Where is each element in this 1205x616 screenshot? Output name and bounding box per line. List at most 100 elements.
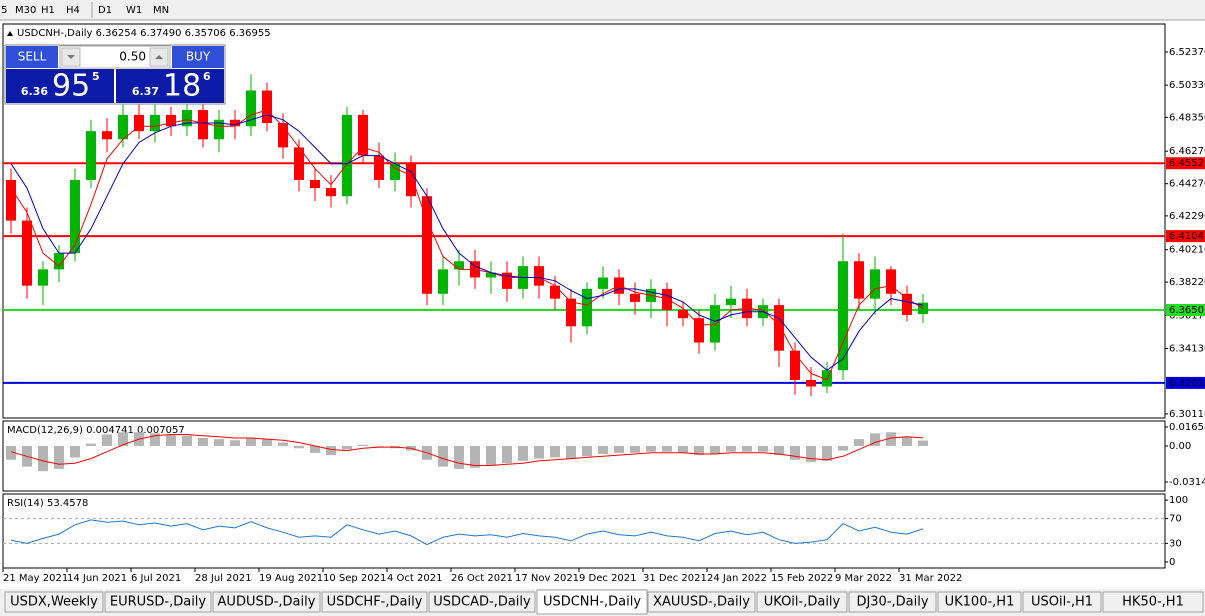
ask-box[interactable] — [116, 69, 224, 103]
volume-input[interactable] — [59, 45, 171, 69]
tab-label[interactable]: USOil-,H1 — [1031, 595, 1093, 610]
candle-body — [422, 196, 432, 294]
level-label: 6.36501 — [1169, 305, 1205, 316]
tab-label[interactable]: HK50-,H1 — [1122, 595, 1184, 610]
macd-bar — [454, 445, 464, 469]
x-tick-label: 6 Jul 2021 — [131, 573, 181, 584]
candle-body — [438, 269, 448, 294]
macd-bar — [678, 445, 688, 453]
macd-bar — [710, 445, 720, 454]
symbol-tab[interactable] — [937, 591, 1022, 613]
macd-bar — [534, 445, 544, 459]
bid-box[interactable] — [6, 69, 114, 103]
symbol-tab[interactable] — [104, 591, 212, 613]
candle-body — [694, 318, 704, 343]
timeframe-button[interactable]: W1 — [126, 5, 142, 16]
toolbar — [0, 0, 1205, 20]
y-tick-label: 70 — [1169, 514, 1182, 525]
symbol-tab[interactable] — [1102, 591, 1204, 613]
symbol-tab[interactable] — [647, 591, 756, 613]
tab-label[interactable]: XAUUSD-,Daily — [653, 595, 750, 610]
macd-bar — [870, 433, 880, 446]
sell-button[interactable] — [6, 46, 58, 68]
macd-bar — [310, 445, 320, 453]
down-arrow — [67, 55, 75, 59]
level-label: 6.41045 — [1169, 231, 1205, 242]
timeframe-button[interactable]: 5 — [1, 5, 7, 16]
macd-bar — [198, 437, 208, 446]
macd-bar — [886, 432, 896, 446]
candle-body — [678, 310, 688, 319]
y-tick-label: 100 — [1169, 495, 1188, 506]
tab-label[interactable]: USDCHF-,Daily — [327, 595, 423, 610]
symbol-tab[interactable] — [1022, 591, 1102, 613]
timeframe-button[interactable]: H1 — [41, 5, 55, 16]
symbol-tab[interactable] — [848, 591, 937, 613]
candle-body — [822, 370, 832, 387]
timeframe-button[interactable]: H4 — [66, 5, 80, 16]
macd-bar — [598, 445, 608, 454]
macd-bar — [294, 445, 304, 449]
moving-average — [10, 109, 924, 381]
macd-bar — [438, 445, 448, 467]
macd-bar — [470, 445, 480, 468]
y-tick-label: 6.48350 — [1169, 112, 1205, 123]
candle-body — [54, 253, 64, 270]
tab-label[interactable]: AUDUSD-,Daily — [218, 595, 316, 610]
buy-label[interactable]: BUY — [186, 50, 211, 64]
tab-label[interactable]: DJ30-,Daily — [856, 595, 928, 610]
timeframe-button[interactable]: MN — [153, 5, 169, 16]
symbol-tab[interactable] — [536, 589, 648, 615]
macd-bar — [182, 435, 192, 446]
sell-label[interactable]: SELL — [18, 50, 47, 64]
macd-bar — [838, 445, 848, 451]
y-tick-label: 6.30110 — [1169, 409, 1205, 420]
volume-value[interactable]: 0.50 — [119, 50, 146, 64]
y-tick-label: 6.52370 — [1169, 47, 1205, 58]
candle-body — [790, 350, 800, 380]
buy-button[interactable] — [172, 46, 224, 68]
y-tick-label: 6.42290 — [1169, 211, 1205, 222]
up-arrow — [155, 55, 163, 59]
x-tick-label: 14 Jun 2021 — [67, 573, 127, 584]
symbol-tab[interactable] — [756, 591, 848, 613]
candle-body — [150, 114, 160, 132]
candle-body — [550, 285, 560, 299]
timeframe-button[interactable]: M30 — [15, 5, 36, 16]
candle-body — [70, 179, 80, 254]
tab-label[interactable]: USDCNH-,Daily — [543, 595, 641, 610]
macd-bar — [646, 445, 656, 452]
macd-bar — [246, 437, 256, 446]
macd-bar — [278, 442, 288, 446]
candle-body — [454, 261, 464, 270]
tab-label[interactable]: EURUSD-,Daily — [110, 595, 207, 610]
y-tick-label: 6.34130 — [1169, 344, 1205, 355]
macd-bar — [694, 445, 704, 456]
candle-body — [342, 114, 352, 197]
candle-body — [726, 298, 736, 306]
collapse-triangle — [7, 31, 13, 36]
candle-body — [598, 277, 608, 289]
symbol-tab[interactable] — [212, 591, 321, 613]
macd-bar — [358, 444, 368, 446]
x-tick-label: 4 Oct 2021 — [387, 573, 442, 584]
macd-bar — [806, 445, 816, 463]
symbol-tab[interactable] — [321, 591, 428, 613]
tab-label[interactable]: USDX,Weekly — [10, 595, 98, 610]
tab-label[interactable]: UKOil-,Daily — [764, 595, 841, 610]
symbol-tab[interactable] — [428, 591, 536, 613]
candle-body — [214, 119, 224, 140]
symbol-tab[interactable] — [4, 591, 104, 613]
panel-frame — [2, 493, 1166, 569]
candle-body — [326, 188, 336, 197]
ask-point: 6 — [203, 70, 211, 83]
tab-label[interactable]: UK100-,H1 — [945, 595, 1015, 610]
rsi-line — [10, 519, 924, 546]
macd-bar — [326, 445, 336, 456]
bid-big: 6.36 — [21, 85, 48, 98]
macd-bar — [614, 445, 624, 453]
candle-body — [230, 119, 240, 127]
macd-bar — [726, 445, 736, 452]
tab-label[interactable]: USDCAD-,Daily — [433, 595, 531, 610]
timeframe-button[interactable]: D1 — [98, 5, 112, 16]
